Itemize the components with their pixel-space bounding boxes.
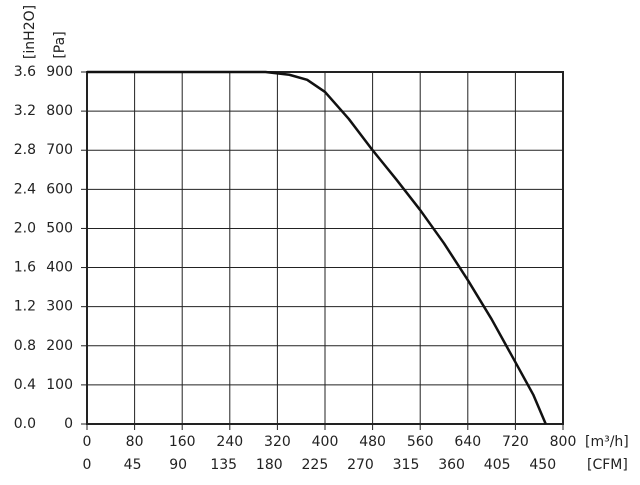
x2-tick-label: 450: [529, 457, 556, 473]
y-tick-label: 500: [46, 220, 73, 236]
x-tick-label: 400: [312, 434, 339, 450]
y-tick-label: 700: [46, 142, 73, 158]
x-tick-label: 720: [502, 434, 529, 450]
x2-tick-label: 360: [438, 457, 465, 473]
y2-axis-label: [inH2O]: [22, 5, 38, 59]
y-tick-label: 200: [46, 338, 73, 354]
x2-axis-label: [CFM]: [587, 457, 628, 473]
y2-tick-label: 2.8: [14, 142, 36, 158]
x-tick-label: 240: [216, 434, 243, 450]
y2-tick-label: 1.2: [14, 299, 36, 315]
x-tick-label: 160: [169, 434, 196, 450]
x2-tick-label: 315: [393, 457, 420, 473]
x2-tick-label: 135: [210, 457, 237, 473]
x2-tick-label: 405: [484, 457, 511, 473]
x2-tick-label: 225: [302, 457, 329, 473]
x-tick-label: 480: [359, 434, 386, 450]
y-tick-label: 900: [46, 64, 73, 80]
x-axis-label: [m³/h]: [585, 434, 629, 450]
x-tick-label: 320: [264, 434, 291, 450]
y-tick-label: 100: [46, 377, 73, 393]
x-tick-label: 560: [407, 434, 434, 450]
y2-tick-label: 0.8: [14, 338, 36, 354]
y2-tick-label: 0.0: [14, 416, 36, 432]
x2-tick-label: 90: [169, 457, 187, 473]
y2-tick-label: 0.4: [14, 377, 36, 393]
y-tick-label: 600: [46, 181, 73, 197]
x-tick-label: 640: [454, 434, 481, 450]
x2-tick-label: 45: [124, 457, 142, 473]
x-tick-label: 800: [550, 434, 577, 450]
y-tick-label: 800: [46, 103, 73, 119]
curve: [87, 70, 547, 425]
plot-frame: [86, 71, 564, 425]
y2-tick-label: 2.4: [14, 181, 36, 197]
y-axis-label: [Pa]: [52, 31, 68, 58]
y-tick-label: 300: [46, 299, 73, 315]
y2-tick-label: 1.6: [14, 260, 36, 276]
x2-tick-label: 270: [347, 457, 374, 473]
y-tick-label: 400: [46, 260, 73, 276]
x2-tick-label: 0: [83, 457, 92, 473]
x2-tick-label: 180: [256, 457, 283, 473]
y2-tick-label: 3.2: [14, 103, 36, 119]
y2-tick-label: 2.0: [14, 220, 36, 236]
y-tick-label: 0: [64, 416, 73, 432]
x-tick-label: 0: [83, 434, 92, 450]
x-tick-label: 80: [126, 434, 144, 450]
y2-tick-label: 3.6: [14, 64, 36, 80]
